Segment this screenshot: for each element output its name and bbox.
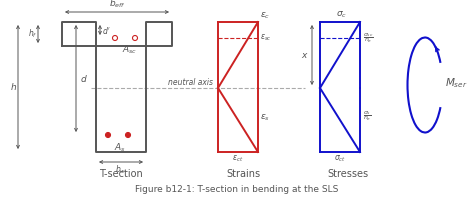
Circle shape	[106, 133, 110, 138]
Text: $M_{ser}$: $M_{ser}$	[445, 76, 467, 90]
Text: $\sigma_{ct}$: $\sigma_{ct}$	[334, 154, 346, 165]
Text: $\varepsilon_{sc}$: $\varepsilon_{sc}$	[260, 33, 272, 43]
Text: T-section: T-section	[99, 169, 143, 179]
Text: $h$: $h$	[10, 82, 18, 93]
Text: $d'$: $d'$	[102, 24, 111, 35]
Text: Figure b12-1: T-section in bending at the SLS: Figure b12-1: T-section in bending at th…	[135, 185, 339, 194]
Text: $d$: $d$	[80, 73, 88, 84]
Text: $\varepsilon_s$: $\varepsilon_s$	[260, 113, 270, 123]
Text: $A_s$: $A_s$	[114, 141, 126, 153]
Text: $x$: $x$	[301, 51, 309, 60]
Text: $b_{eff}$: $b_{eff}$	[109, 0, 126, 10]
Text: $\sigma_c$: $\sigma_c$	[337, 10, 347, 20]
Text: Stresses: Stresses	[328, 169, 369, 179]
Circle shape	[126, 133, 130, 138]
Text: $\dfrac{\sigma_{sc}}{n_e}$: $\dfrac{\sigma_{sc}}{n_e}$	[363, 31, 374, 45]
Text: $b_w$: $b_w$	[115, 164, 127, 177]
Text: neutral axis: neutral axis	[168, 78, 213, 87]
Text: $\varepsilon_c$: $\varepsilon_c$	[260, 11, 270, 21]
Text: Strains: Strains	[226, 169, 260, 179]
Text: $\dfrac{\sigma_s}{n_e}$: $\dfrac{\sigma_s}{n_e}$	[363, 109, 372, 123]
Text: $\varepsilon_{ct}$: $\varepsilon_{ct}$	[232, 154, 244, 165]
Text: $A_{sc}$: $A_{sc}$	[122, 44, 137, 57]
Text: $h_f$: $h_f$	[28, 28, 38, 40]
